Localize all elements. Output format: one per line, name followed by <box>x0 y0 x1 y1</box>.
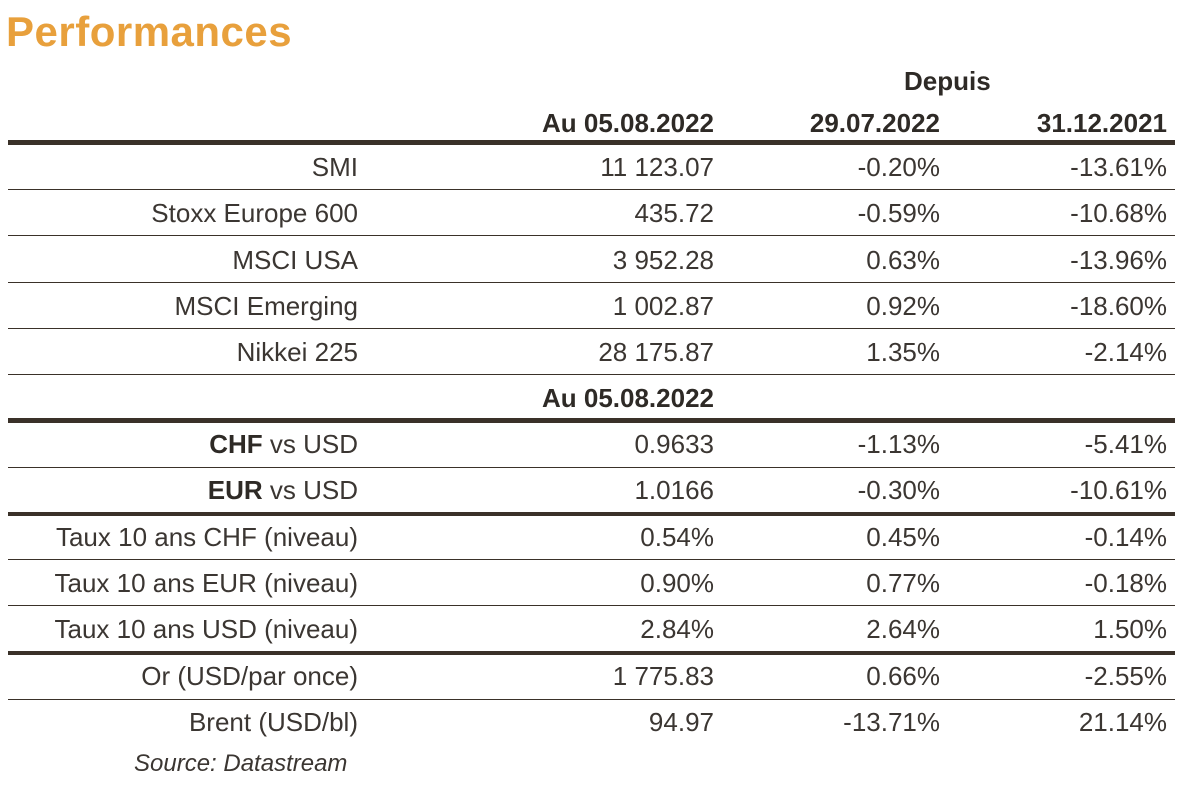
row-label: Taux 10 ans CHF (niveau) <box>55 522 358 552</box>
cell-v3: 21.14% <box>1078 707 1167 737</box>
cell-v2: 0.92% <box>866 291 940 321</box>
table-subheader-row: Au 05.08.2022 <box>8 375 1175 421</box>
cell-v3: -13.96% <box>1070 245 1167 275</box>
cell-v2: 1.35% <box>866 337 940 367</box>
header-col3: 31.12.2021 <box>1036 108 1167 138</box>
cell-v2: -1.13% <box>857 429 940 459</box>
cell-v1: 11 123.07 <box>600 152 714 182</box>
cell-v2: -0.20% <box>857 152 940 182</box>
cell-v1: 0.54% <box>640 522 714 552</box>
row-label: MSCI Emerging <box>174 291 359 321</box>
row-label: Or (USD/par once) <box>141 661 358 691</box>
table-row: EUR vs USD 1.0166 -0.30% -10.61% <box>8 467 1175 513</box>
row-label: MSCI USA <box>232 245 358 275</box>
row-label: Nikkei 225 <box>236 337 358 367</box>
row-label: CHF vs USD <box>8 421 358 467</box>
cell-v1: 1.0166 <box>634 475 714 505</box>
table-row: Or (USD/par once) 1 775.83 0.66% -2.55% <box>8 653 1175 699</box>
cell-v1: 0.90% <box>640 568 714 598</box>
table-row: Stoxx Europe 600 435.72 -0.59% -10.68% <box>8 190 1175 236</box>
cell-v3: -5.41% <box>1084 429 1167 459</box>
header-depuis: Depuis <box>904 66 991 96</box>
cell-v3: -0.14% <box>1084 522 1167 552</box>
row-label-rest: vs USD <box>262 429 358 459</box>
table-row: Nikkei 225 28 175.87 1.35% -2.14% <box>8 329 1175 375</box>
cell-v3: -0.18% <box>1084 568 1167 598</box>
table-row: Taux 10 ans CHF (niveau) 0.54% 0.45% -0.14% <box>8 514 1175 560</box>
row-label: SMI <box>311 152 358 182</box>
cell-v2: 0.63% <box>866 245 940 275</box>
cell-v3: -18.60% <box>1070 291 1167 321</box>
row-label-currency: CHF <box>209 429 263 459</box>
cell-v3: 1.50% <box>1093 614 1167 644</box>
table-row: CHF vs USD 0.9633 -1.13% -5.41% <box>8 421 1175 467</box>
row-divider <box>8 651 1175 655</box>
row-label: Taux 10 ans USD (niveau) <box>54 614 358 644</box>
row-label: Stoxx Europe 600 <box>151 198 358 228</box>
cell-v2: -0.30% <box>857 475 940 505</box>
cell-v1: 2.84% <box>640 614 714 644</box>
header-col1: Au 05.08.2022 <box>541 108 714 138</box>
cell-v1: 94.97 <box>648 707 714 737</box>
cell-v2: -0.59% <box>857 198 940 228</box>
cell-v3: -2.14% <box>1084 337 1167 367</box>
cell-v1: 1 002.87 <box>612 291 714 321</box>
cell-v2: -13.71% <box>843 707 940 737</box>
header-col2: 29.07.2022 <box>809 108 940 138</box>
table-row: MSCI Emerging 1 002.87 0.92% -18.60% <box>8 283 1175 329</box>
row-divider <box>8 605 1175 606</box>
source-note: Source: Datastream <box>134 750 348 777</box>
table-row: Brent (USD/bl) 94.97 -13.71% 21.14% <box>8 699 1175 745</box>
row-divider <box>8 374 1175 375</box>
row-label: EUR vs USD <box>8 467 358 513</box>
cell-v3: -10.61% <box>1070 475 1167 505</box>
table-row: MSCI USA 3 952.28 0.63% -13.96% <box>8 237 1175 283</box>
page-title: Performances <box>6 8 293 55</box>
cell-v3: -13.61% <box>1070 152 1167 182</box>
cell-v2: 2.64% <box>866 614 940 644</box>
cell-v3: -2.55% <box>1084 661 1167 691</box>
row-divider <box>8 699 1175 700</box>
table-row: SMI 11 123.07 -0.20% -13.61% <box>8 144 1175 190</box>
row-divider <box>8 140 1175 145</box>
cell-v2: 0.45% <box>866 522 940 552</box>
cell-v1: 1 775.83 <box>612 661 714 691</box>
cell-v2: 0.66% <box>866 661 940 691</box>
cell-v1: 0.9633 <box>634 429 714 459</box>
row-divider <box>8 559 1175 560</box>
row-divider <box>8 418 1175 423</box>
row-divider <box>8 512 1175 516</box>
cell-v1: 435.72 <box>634 198 714 228</box>
row-divider <box>8 189 1175 190</box>
row-divider <box>8 467 1175 468</box>
row-divider <box>8 282 1175 283</box>
cell-v2: 0.77% <box>866 568 940 598</box>
row-label: Brent (USD/bl) <box>188 707 358 737</box>
row-label: Taux 10 ans EUR (niveau) <box>54 568 358 598</box>
table-row: Taux 10 ans USD (niveau) 2.84% 2.64% 1.50% <box>8 606 1175 652</box>
row-label-currency: EUR <box>207 475 263 505</box>
row-label-rest: vs USD <box>262 475 358 505</box>
table-row: Taux 10 ans EUR (niveau) 0.90% 0.77% -0.18% <box>8 560 1175 606</box>
cell-v3: -10.68% <box>1070 198 1167 228</box>
subheader-label: Au 05.08.2022 <box>541 383 714 413</box>
cell-v1: 3 952.28 <box>612 245 714 275</box>
cell-v1: 28 175.87 <box>598 337 714 367</box>
row-divider <box>8 328 1175 329</box>
row-divider <box>8 235 1175 236</box>
